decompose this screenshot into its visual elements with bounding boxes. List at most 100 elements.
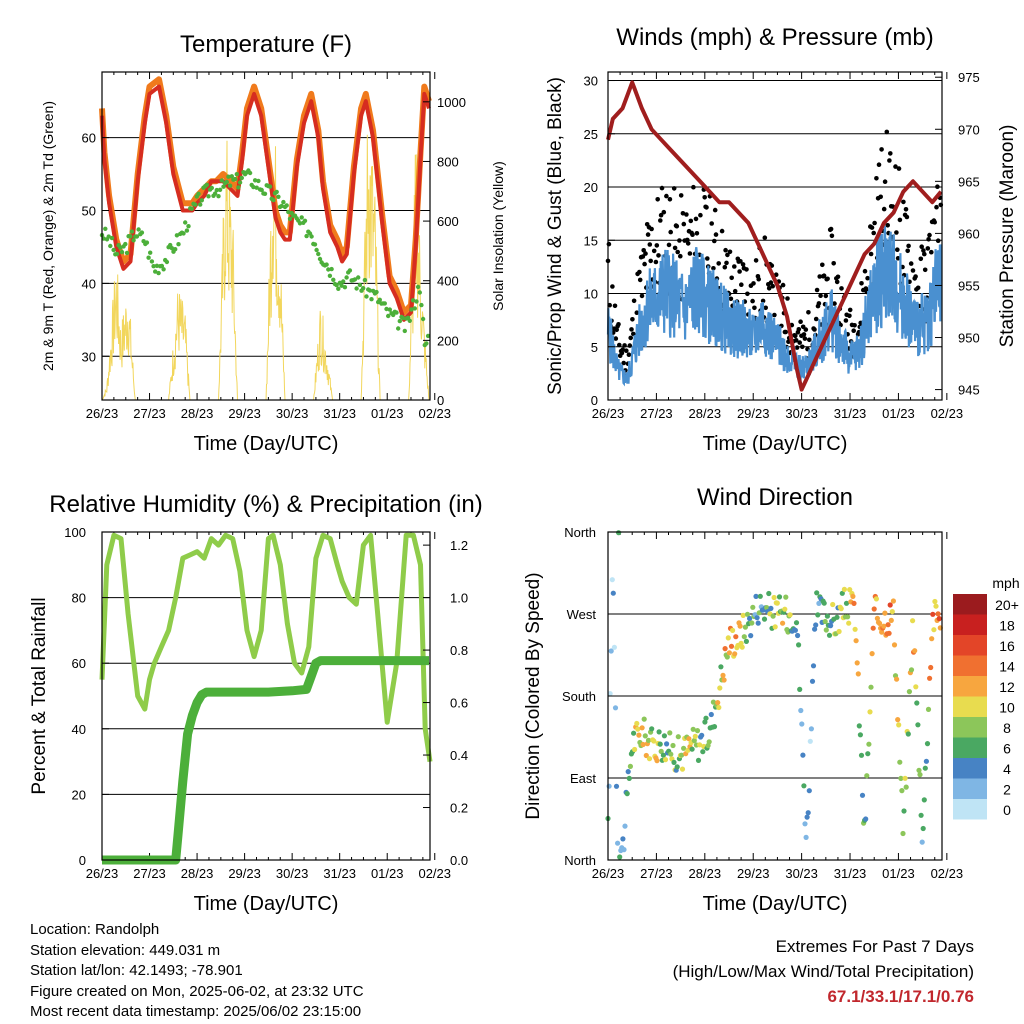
pressure-line [606, 80, 943, 392]
dewpoint-point [109, 235, 115, 241]
direction-point [720, 672, 726, 679]
dewpoint-point [397, 318, 402, 324]
gust-point [906, 243, 911, 249]
y2-tick-label: 0.6 [450, 696, 468, 711]
dewpoint-point [336, 286, 341, 291]
direction-point [783, 594, 789, 600]
dewpoint-point [151, 264, 156, 269]
direction-point [913, 684, 919, 690]
gust-point [724, 260, 729, 266]
dewpoint-point [154, 263, 160, 268]
gust-point [921, 248, 926, 253]
gust-point [812, 327, 817, 332]
dewpoint-point [271, 197, 276, 203]
direction-point [925, 706, 932, 713]
chart-title: Temperature (F) [180, 31, 352, 58]
dewpoint-point [339, 283, 344, 288]
gust-point [626, 352, 632, 358]
dewpoint-point [344, 275, 349, 280]
direction-point [930, 611, 936, 617]
direction-point [646, 756, 653, 762]
gust-point [687, 251, 693, 256]
direction-point [809, 678, 816, 684]
gust-point [868, 251, 874, 257]
legend-label: 6 [1003, 741, 1011, 757]
x-tick-label: 02/23 [931, 866, 964, 881]
gust-point [737, 269, 742, 274]
dewpoint-point [341, 279, 346, 284]
gust-point [732, 288, 738, 294]
direction-point [741, 634, 747, 640]
gust-point [647, 242, 653, 247]
gust-point [878, 194, 883, 200]
dewpoint-point [196, 191, 201, 196]
x-tick-label: 31/23 [834, 866, 867, 881]
direction-point [641, 716, 647, 722]
direction-point [757, 593, 763, 599]
direction-point [922, 765, 928, 771]
dewpoint-point [419, 302, 424, 308]
gust-point [823, 293, 829, 299]
gust-point [910, 268, 916, 273]
dewpoint-point [402, 328, 407, 334]
legend-label: 2 [1003, 782, 1011, 798]
precip-line [102, 656, 429, 865]
dewpoint-point [204, 182, 209, 187]
legend-swatch [953, 594, 987, 615]
gust-point [716, 261, 721, 266]
direction-point [935, 611, 941, 617]
dewpoint-point [400, 315, 406, 321]
dewpoint-point [108, 243, 113, 249]
direction-point [747, 615, 753, 622]
direction-point [918, 812, 924, 818]
direction-point [853, 638, 859, 644]
gust-point [678, 253, 683, 259]
legend-label: 8 [1003, 720, 1011, 736]
dewpoint-point [239, 175, 244, 181]
dewpoint-point [221, 184, 226, 189]
direction-point [828, 623, 834, 629]
y2-tick-label: 965 [958, 174, 980, 189]
gust-point [904, 214, 910, 220]
gust-point [785, 296, 790, 301]
direction-point [697, 742, 703, 748]
extremes-values: 67.1/33.1/17.1/0.76 [827, 987, 974, 1006]
direction-point [636, 732, 642, 738]
dewpoint-point [128, 234, 133, 239]
gust-point [617, 342, 622, 348]
dewpoint-point [234, 172, 239, 177]
dewpoint-point [287, 216, 293, 221]
gust-point [613, 336, 619, 341]
direction-point [886, 630, 892, 636]
gust-point [624, 348, 629, 354]
y-tick-label: 30 [82, 349, 96, 364]
gust-point [753, 258, 759, 263]
direction-point [699, 732, 705, 738]
direction-point [928, 664, 934, 671]
direction-point [888, 617, 894, 624]
direction-point [657, 741, 663, 747]
dewpoint-point [374, 289, 379, 295]
gust-point [690, 232, 695, 237]
gust-point [684, 212, 689, 217]
legend-swatch [953, 758, 987, 779]
direction-point [881, 623, 887, 629]
gust-point [667, 197, 673, 202]
direction-point [681, 745, 687, 751]
dewpoint-point [297, 221, 303, 226]
gust-point [723, 247, 728, 253]
dewpoint-point [198, 202, 203, 207]
legend-swatch [953, 655, 987, 676]
gust-point [729, 275, 734, 281]
gust-point [661, 209, 667, 215]
direction-point [607, 691, 613, 697]
gust-point [637, 277, 643, 283]
gust-point [794, 345, 800, 350]
direction-point [730, 627, 736, 634]
recent-data-text: Most recent data timestamp: 2025/06/02 2… [30, 1003, 362, 1020]
direction-point [695, 757, 702, 764]
y-tick-label: 0 [591, 393, 598, 408]
gust-point [901, 199, 906, 205]
gust-point [648, 258, 653, 264]
y-tick-label: 40 [72, 722, 86, 737]
